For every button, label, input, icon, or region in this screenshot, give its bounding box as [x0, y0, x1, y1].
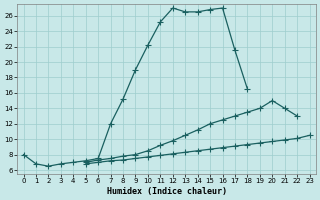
X-axis label: Humidex (Indice chaleur): Humidex (Indice chaleur)	[107, 187, 227, 196]
